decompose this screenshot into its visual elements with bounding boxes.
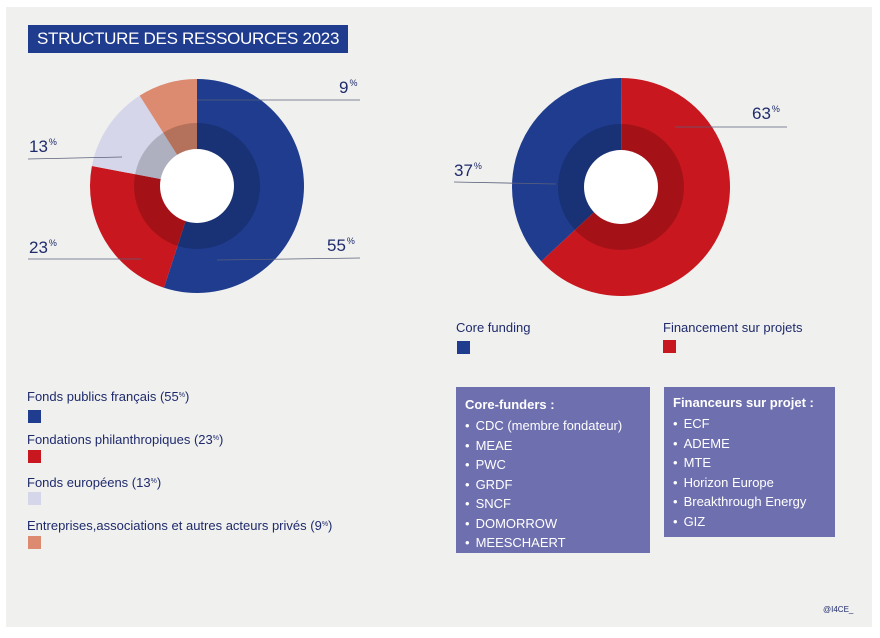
list-item: Horizon Europe [673,473,835,493]
list-item: CDC (membre fondateur) [465,416,650,436]
list-item: MEESCHAERT [465,533,650,553]
credit-handle: @I4CE_ [823,605,854,614]
data-label-fonds-europeens: 13% [29,137,57,156]
legend-label-fonds-europeens: Fonds européens (13%) [27,475,162,490]
legend-swatch-fonds-europeens [28,492,41,505]
leader-line [453,181,557,185]
data-label-financement-projets: 63% [752,104,780,123]
donut-hole [160,149,234,223]
list-item: PWC [465,455,650,475]
legend-label-fonds-publics: Fonds publics français (55%) [27,389,190,404]
leader-line [216,257,361,261]
legend-label-core-funding: Core funding [456,320,531,335]
list-item: ADEME [673,434,835,454]
legend-label-entreprises: Entreprises,associations et autres acteu… [27,518,333,533]
legend-label-financement-projets: Financement sur projets [663,320,803,335]
list-item: MEAE [465,436,650,456]
data-label-fonds-publics: 55% [327,236,355,255]
data-label-entreprises: 9% [339,78,358,97]
list-item: GRDF [465,475,650,495]
legend-label-fondations: Fondations philanthropiques (23%) [27,432,224,447]
slice-core-funding [512,77,622,262]
list-item: MTE [673,453,835,473]
legend-swatch-entreprises [28,536,41,549]
data-label-core-funding: 37% [454,161,482,180]
core-funders-heading: Core-funders : [465,397,555,412]
legend-swatch-fonds-publics [28,410,41,423]
project-funders-box: Financeurs sur projet : ECF ADEME MTE Ho… [664,387,835,537]
legend-swatch-core-funding [457,341,470,354]
list-item: GIZ [673,512,835,532]
project-funders-heading: Financeurs sur projet : [673,395,814,410]
page-title: STRUCTURE DES RESSOURCES 2023 [28,25,349,53]
list-item: ECF [673,414,835,434]
legend-swatch-fondations [28,450,41,463]
leader-line [27,156,123,160]
legend-swatch-financement-projets [663,340,676,353]
core-funders-box: Core-funders : CDC (membre fondateur) ME… [456,387,650,553]
list-item: SNCF [465,494,650,514]
list-item: Breakthrough Energy [673,492,835,512]
data-label-fondations: 23% [29,238,57,257]
donut-hole [584,150,658,224]
list-item: DOMORROW [465,514,650,534]
